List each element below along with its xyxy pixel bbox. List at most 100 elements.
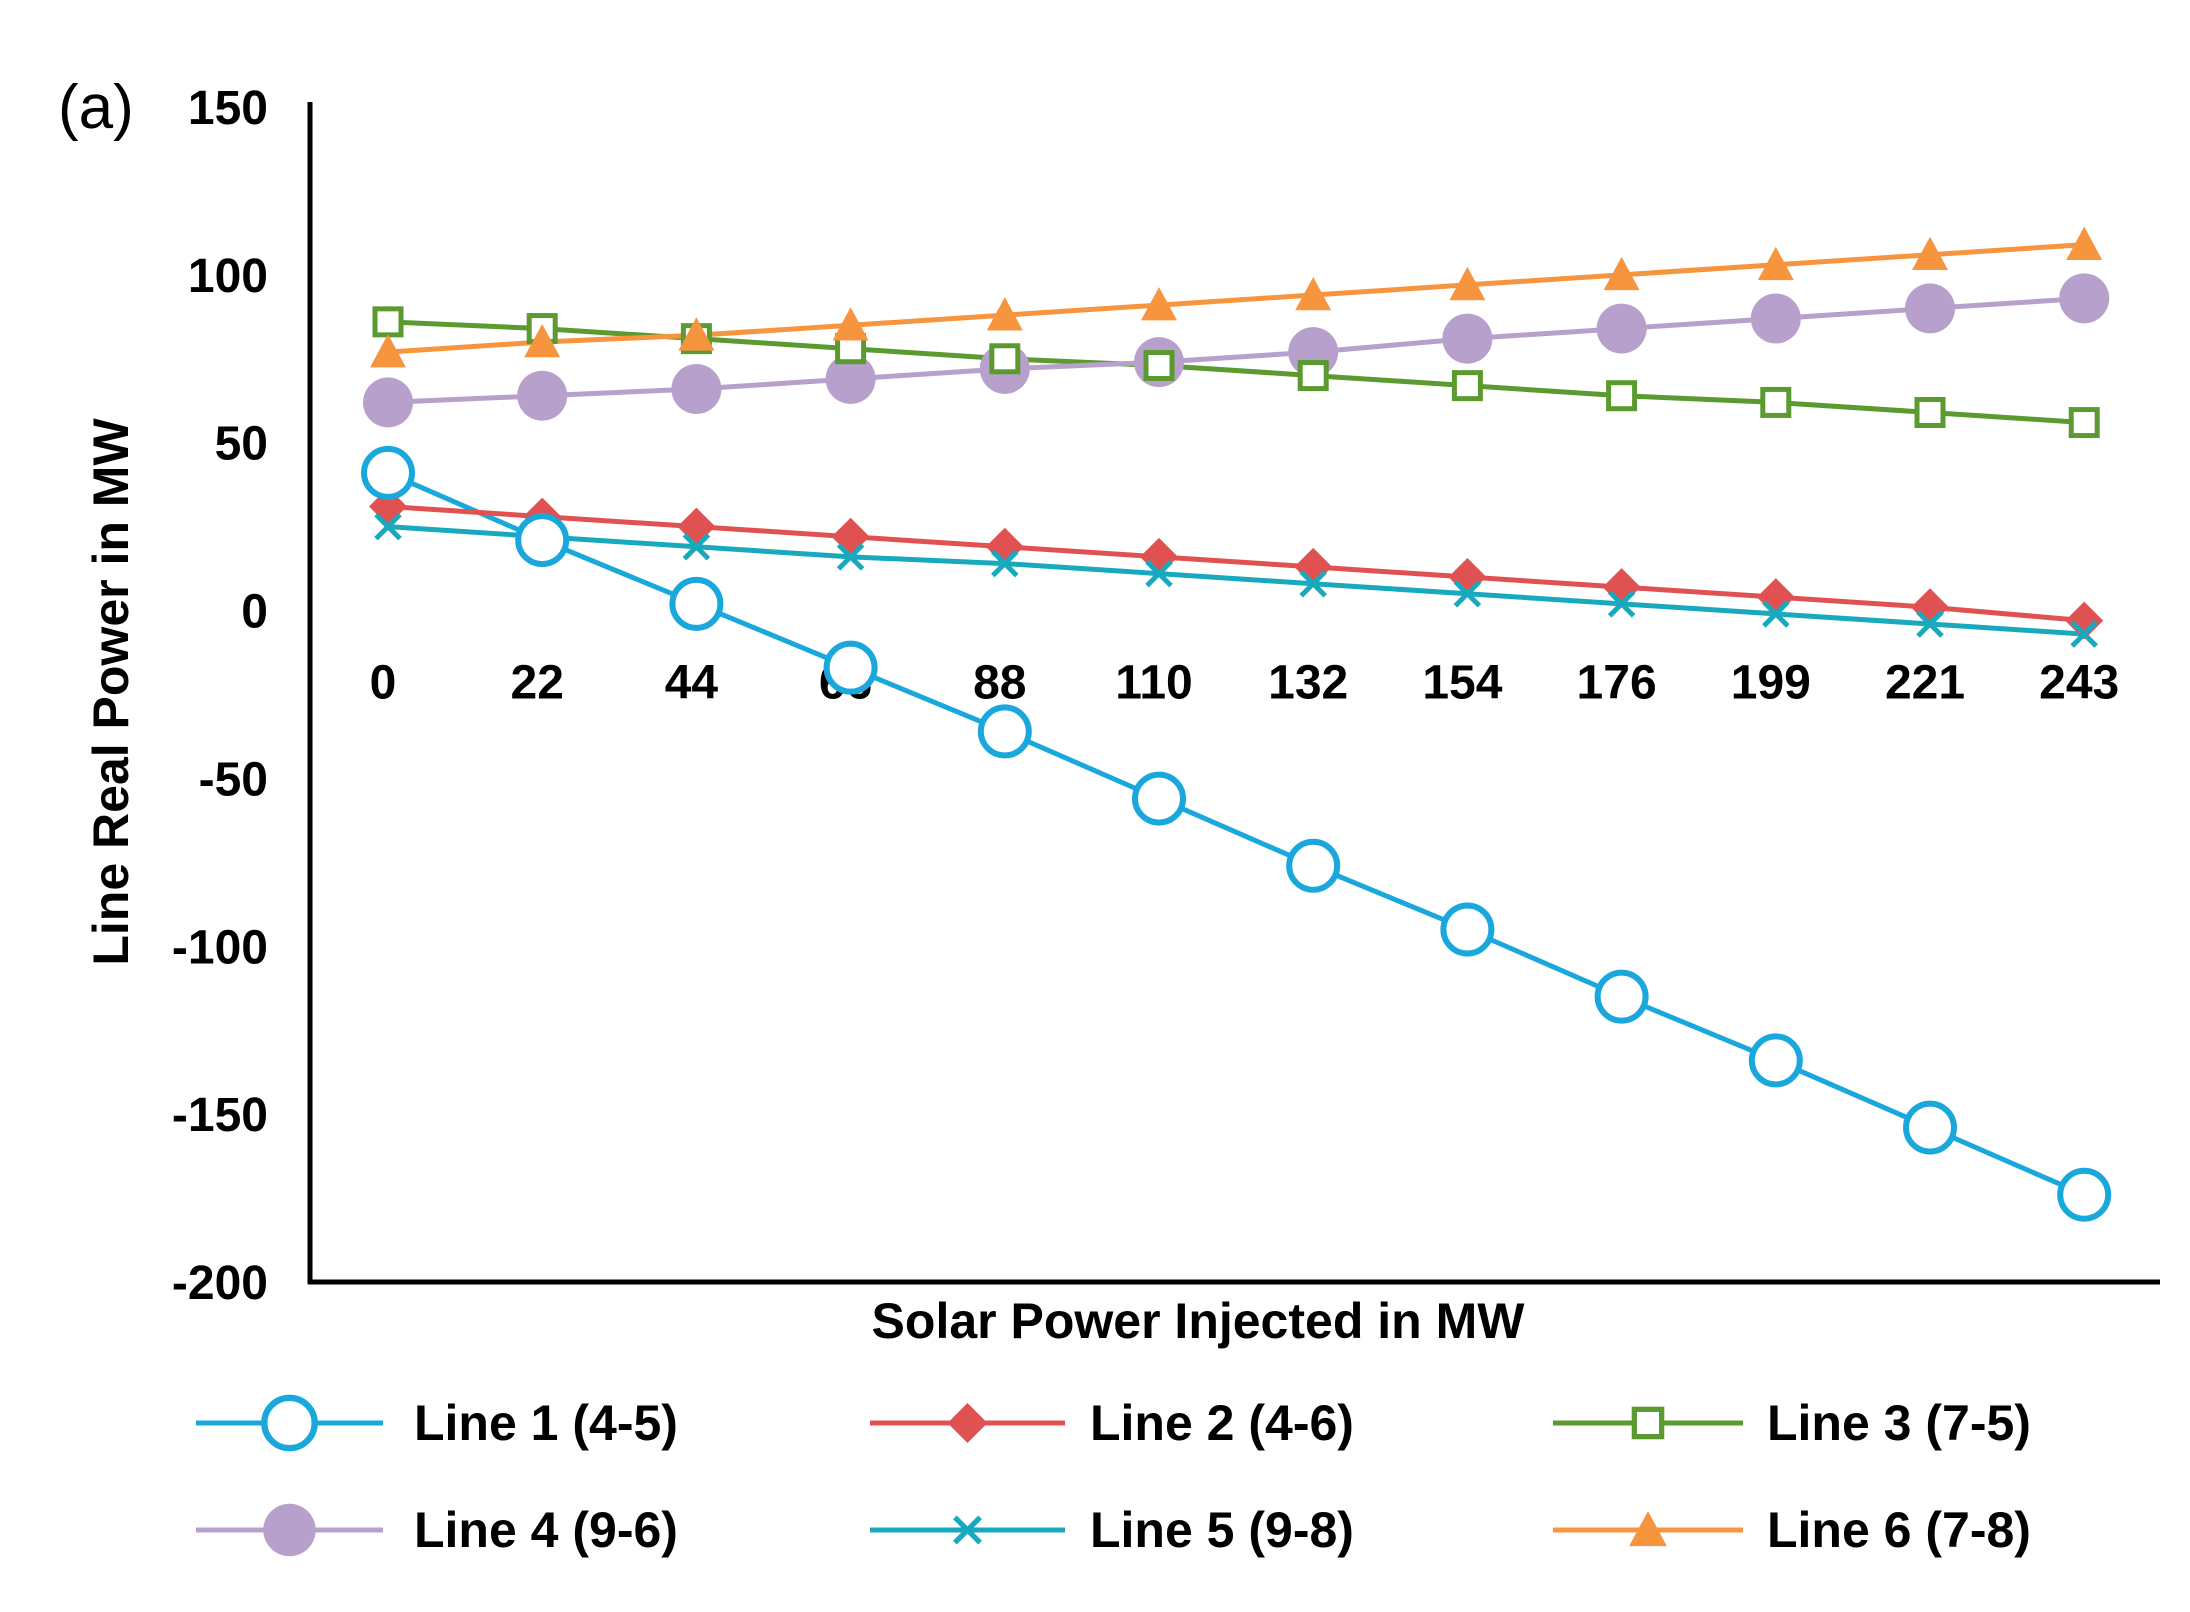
data-point-line-4-9-6	[825, 353, 876, 404]
x-tick-label: 44	[665, 657, 719, 710]
x-tick-label: 110	[1115, 657, 1192, 710]
x-tick-label: 176	[1577, 657, 1657, 710]
data-point-line-4-9-6	[671, 364, 722, 414]
data-point-line-6-7-8	[2066, 226, 2103, 260]
y-tick-label: -50	[199, 753, 268, 806]
data-point-line-1-4-5	[515, 513, 570, 568]
data-point-line-6-7-8	[1912, 236, 1948, 271]
y-axis-title: Line Real Power in MW	[83, 418, 139, 966]
data-point-line-1-4-5	[1440, 902, 1495, 957]
data-point-line-1-4-5	[977, 704, 1032, 759]
data-point-line-5-9-8	[682, 533, 711, 561]
data-point-line-4-9-6	[1750, 293, 1801, 344]
y-tick-label: 100	[188, 250, 268, 303]
y-tick-label: -150	[172, 1089, 268, 1142]
series-line-line-4-9-6	[387, 295, 2085, 405]
legend-label: Line 2 (4-6)	[1090, 1395, 1354, 1451]
data-point-line-3-7-5	[372, 306, 404, 338]
data-point-line-3-7-5	[1297, 360, 1329, 392]
legend-marker	[947, 1403, 988, 1443]
legend-item-line-2-4-6: Line 2 (4-6)	[870, 1395, 1354, 1451]
series-lines	[387, 242, 2086, 1198]
data-point-line-6-7-8	[1449, 266, 1486, 301]
data-point-line-1-4-5	[1594, 969, 1649, 1024]
y-tick-label: 50	[215, 418, 268, 471]
x-tick-label: 199	[1731, 657, 1811, 710]
x-tick-label: 0	[370, 657, 397, 710]
data-point-line-6-7-8	[370, 334, 406, 368]
legend-marker	[953, 1515, 982, 1545]
legend-item-line-6-7-8: Line 6 (7-8)	[1553, 1502, 2031, 1558]
legend-marker	[261, 1394, 318, 1452]
data-point-line-2-4-6	[677, 507, 716, 546]
data-point-line-1-4-5	[1132, 771, 1186, 826]
data-point-line-5-9-8	[1916, 610, 1944, 638]
data-point-line-1-4-5	[1903, 1100, 1957, 1155]
data-point-line-5-9-8	[836, 543, 865, 571]
x-tick-label: 22	[511, 657, 564, 710]
data-point-line-6-7-8	[1295, 277, 1332, 311]
data-point-line-2-4-6	[831, 517, 870, 556]
x-tick-labels: 022446688110132154176199221243	[370, 657, 2120, 710]
legend-label: Line 1 (4-5)	[414, 1395, 678, 1451]
data-point-line-1-4-5	[823, 640, 878, 695]
legend-item-line-4-9-6: Line 4 (9-6)	[196, 1502, 678, 1558]
data-point-line-3-7-5	[1451, 370, 1483, 402]
data-point-line-6-7-8	[678, 317, 715, 351]
y-tick-label: 0	[241, 586, 268, 639]
y-tick-label: -100	[172, 921, 268, 974]
data-point-line-4-9-6	[517, 370, 568, 421]
legend-item-line-5-9-8: Line 5 (9-8)	[870, 1502, 1354, 1558]
legend-label: Line 4 (9-6)	[414, 1502, 678, 1558]
data-point-line-3-7-5	[1606, 380, 1638, 412]
data-point-line-1-4-5	[669, 576, 724, 631]
data-point-line-6-7-8	[1603, 256, 1640, 291]
data-point-line-1-4-5	[1748, 1033, 1803, 1088]
legend-label: Line 5 (9-8)	[1090, 1502, 1354, 1558]
x-tick-label: 243	[2039, 657, 2119, 710]
data-point-line-5-9-8	[1299, 569, 1327, 598]
data-point-line-5-9-8	[374, 512, 402, 541]
series-line-line-5-9-8	[387, 524, 2085, 637]
data-point-line-3-7-5	[989, 343, 1021, 375]
legend-item-line-3-7-5: Line 3 (7-5)	[1553, 1395, 2031, 1451]
series-markers	[361, 226, 2112, 1222]
data-point-line-5-9-8	[1762, 600, 1790, 628]
data-point-line-5-9-8	[1453, 580, 1482, 608]
x-axis-title: Solar Power Injected in MW	[872, 1293, 1526, 1349]
data-point-line-4-9-6	[2059, 273, 2110, 324]
x-tick-label: 154	[1422, 657, 1502, 710]
y-tick-labels: 150 100 50 0 -50 -100 -150 -200	[172, 82, 268, 1310]
legend-marker	[1629, 1511, 1667, 1547]
data-point-line-6-7-8	[1757, 246, 1794, 281]
data-point-line-5-9-8	[1607, 590, 1636, 618]
data-point-line-3-7-5	[1914, 397, 1946, 428]
series-line-line-6-7-8	[387, 242, 2085, 355]
x-tick-label: 88	[973, 657, 1026, 710]
panel-label: (a)	[58, 73, 134, 142]
x-tick-label: 132	[1268, 657, 1348, 710]
data-point-line-6-7-8	[1141, 287, 1177, 321]
x-tick-label: 221	[1885, 657, 1965, 710]
legend-item-line-1-4-5: Line 1 (4-5)	[196, 1394, 678, 1452]
data-point-line-3-7-5	[1143, 350, 1175, 381]
data-point-line-6-7-8	[986, 297, 1023, 331]
series-line-line-2-4-6	[387, 504, 2085, 624]
legend-label: Line 3 (7-5)	[1767, 1395, 2031, 1451]
data-point-line-4-9-6	[363, 377, 413, 428]
data-point-line-1-4-5	[1286, 838, 1341, 893]
data-point-line-2-4-6	[2065, 601, 2104, 640]
data-point-line-3-7-5	[1760, 386, 1792, 418]
data-point-line-5-9-8	[991, 549, 1019, 578]
data-point-line-1-4-5	[2057, 1167, 2112, 1222]
legend-marker	[263, 1503, 316, 1557]
legend: Line 1 (4-5) Line 2 (4-6) Line 3 (7-5) Line…	[196, 1394, 2031, 1558]
legend-label: Line 6 (7-8)	[1767, 1502, 2031, 1558]
data-point-line-6-7-8	[832, 307, 869, 341]
data-point-line-4-9-6	[1596, 303, 1647, 354]
data-point-line-3-7-5	[2068, 407, 2100, 439]
y-tick-label: -200	[172, 1257, 268, 1310]
data-point-line-5-9-8	[2070, 620, 2098, 648]
data-point-line-1-4-5	[361, 445, 415, 500]
data-point-line-4-9-6	[1905, 283, 1955, 334]
